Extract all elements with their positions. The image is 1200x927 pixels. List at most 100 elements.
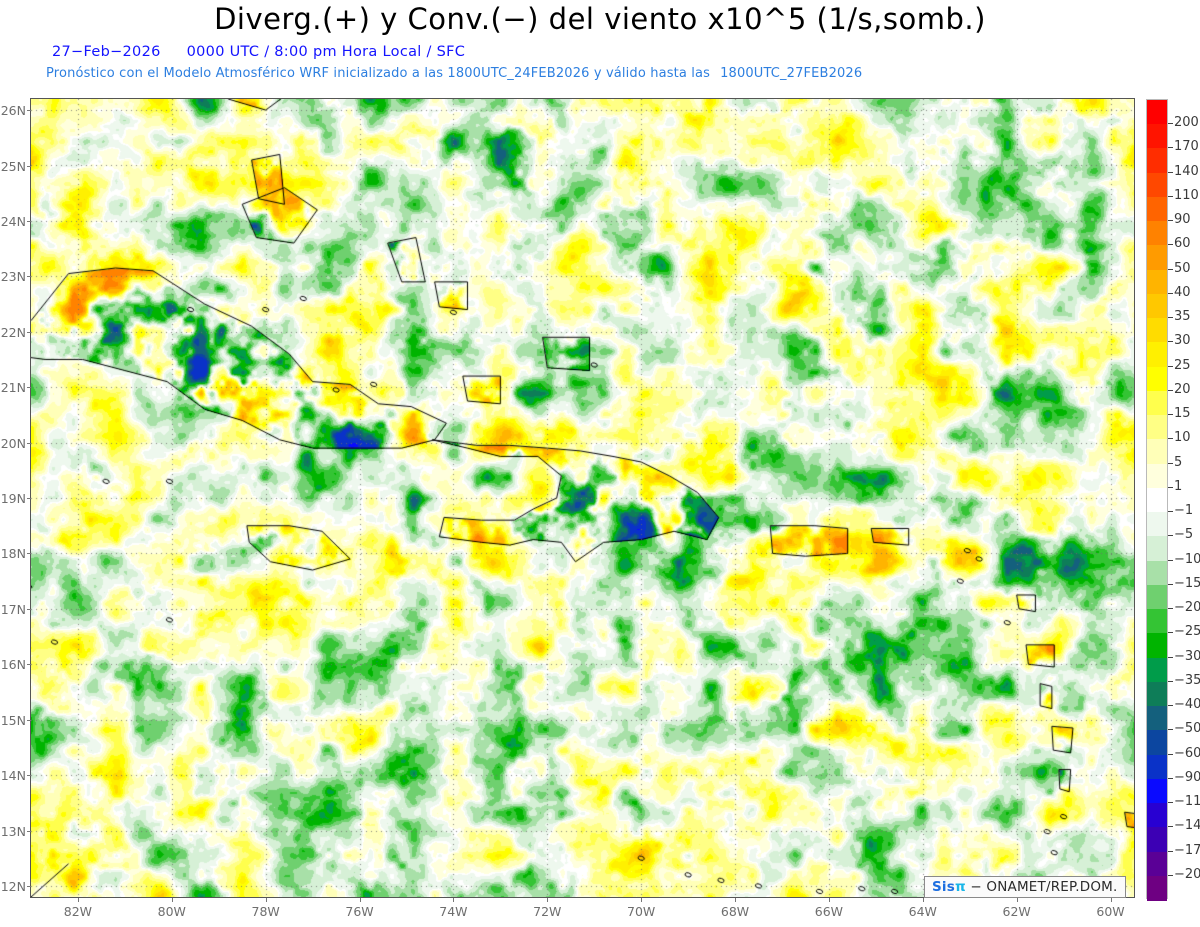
colorbar-tick (1168, 389, 1173, 391)
colorbar-label-26: −60 (1174, 745, 1200, 761)
lat-label-21N: 21N (0, 380, 26, 396)
lat-tick (27, 664, 31, 666)
colorbar-tick (1168, 705, 1173, 707)
colorbar-label-22: −30 (1174, 648, 1200, 664)
lon-tick (171, 898, 173, 902)
colorbar-band (1147, 415, 1167, 440)
colorbar-label-10: 25 (1174, 357, 1191, 373)
colorbar-band (1147, 560, 1167, 586)
colorbar-tick (1168, 486, 1173, 488)
lon-tick (1016, 898, 1018, 902)
lat-tick (27, 498, 31, 499)
colorbar-label-0: 200 (1174, 115, 1199, 131)
lon-tick (359, 898, 361, 902)
lat-label-26N: 26N (0, 103, 26, 119)
lat-label-13N: 13N (0, 823, 26, 839)
colorbar-band (1147, 221, 1167, 247)
colorbar-band (1147, 463, 1167, 489)
colorbar-band (1147, 609, 1167, 634)
colorbar-label-9: 30 (1174, 333, 1191, 349)
lat-label-15N: 15N (0, 712, 26, 728)
colorbar-tick (1168, 826, 1173, 828)
colorbar-label-21: −25 (1174, 624, 1200, 640)
colorbar-label-24: −40 (1174, 697, 1200, 713)
colorbar-tick (1168, 195, 1173, 197)
colorbar-tick (1168, 462, 1173, 464)
colorbar-band (1147, 706, 1167, 731)
colorbar-label-25: −50 (1174, 721, 1200, 737)
lon-label-78W: 78W (251, 904, 280, 919)
colorbar-tick (1168, 171, 1173, 173)
colorbar-tick (1168, 874, 1173, 876)
colorbar-band (1147, 196, 1167, 222)
lon-tick (922, 898, 924, 902)
lon-label-62W: 62W (1002, 904, 1031, 919)
brand-pi-icon: π (955, 879, 966, 895)
forecast-time: 0000 UTC / 8:00 pm Hora Local / SFC (186, 44, 466, 60)
colorbar-band (1147, 536, 1167, 562)
lat-label-20N: 20N (0, 435, 26, 451)
colorbar-label-18: −10 (1174, 551, 1200, 567)
page-title: Diverg.(+) y Conv.(−) del viento x10^5 (… (214, 2, 986, 36)
lon-label-64W: 64W (908, 904, 937, 919)
colorbar-band (1147, 124, 1167, 150)
colorbar-band (1147, 803, 1167, 828)
lon-tick (641, 898, 643, 902)
colorbar-label-6: 50 (1174, 260, 1191, 276)
colorbar-tick (1168, 317, 1173, 319)
colorbar-label-27: −90 (1174, 769, 1200, 785)
colorbar-label-23: −35 (1174, 672, 1200, 688)
colorbar-label-20: −20 (1174, 600, 1200, 616)
lat-label-14N: 14N (0, 768, 26, 784)
colorbar-tick (1168, 147, 1173, 149)
colorbar-label-11: 20 (1174, 381, 1191, 397)
lat-label-22N: 22N (0, 324, 26, 340)
colorbar-band (1147, 342, 1167, 368)
lat-tick (27, 830, 31, 832)
colorbar-tick (1168, 559, 1173, 561)
colorbar-label-16: −1 (1174, 503, 1194, 519)
colorbar-band (1147, 827, 1167, 853)
lat-label-17N: 17N (0, 601, 26, 617)
lon-tick (735, 898, 737, 902)
colorbar-band (1147, 730, 1167, 756)
colorbar[interactable] (1146, 99, 1168, 901)
lat-tick (27, 220, 31, 222)
lat-label-23N: 23N (0, 269, 26, 285)
colorbar-label-7: 40 (1174, 284, 1191, 300)
colorbar-band (1147, 681, 1167, 707)
colorbar-band (1147, 390, 1167, 416)
lon-label-60W: 60W (1096, 904, 1125, 919)
lat-tick (27, 442, 31, 444)
colorbar-band (1147, 778, 1167, 804)
lat-tick (27, 553, 31, 555)
colorbar-label-19: −15 (1174, 575, 1200, 591)
colorbar-band (1147, 633, 1167, 659)
lat-label-16N: 16N (0, 657, 26, 673)
colorbar-band (1147, 487, 1167, 513)
colorbar-band (1147, 148, 1167, 174)
lat-label-19N: 19N (0, 491, 26, 506)
colorbar-label-29: −140 (1174, 818, 1200, 834)
colorbar-tick (1168, 656, 1173, 658)
colorbar-label-8: 35 (1174, 309, 1191, 325)
colorbar-band (1147, 245, 1167, 271)
lon-label-66W: 66W (814, 904, 844, 919)
map-plot-area[interactable] (30, 98, 1135, 898)
lon-tick (547, 898, 549, 902)
model-description: Pronóstico con el Modelo Atmosférico WRF… (46, 66, 862, 81)
colorbar-tick (1168, 850, 1173, 852)
lat-tick (27, 387, 31, 389)
lat-label-25N: 25N (0, 158, 26, 174)
lat-tick (27, 608, 31, 610)
colorbar-band (1147, 754, 1167, 780)
colorbar-band (1147, 512, 1167, 537)
lat-label-24N: 24N (0, 213, 26, 229)
colorbar-band (1147, 172, 1167, 198)
lon-tick (453, 898, 455, 902)
lat-tick (27, 719, 31, 721)
colorbar-tick (1168, 341, 1173, 343)
lat-tick (27, 331, 31, 333)
lat-tick (27, 110, 31, 112)
lon-label-76W: 76W (345, 904, 374, 919)
